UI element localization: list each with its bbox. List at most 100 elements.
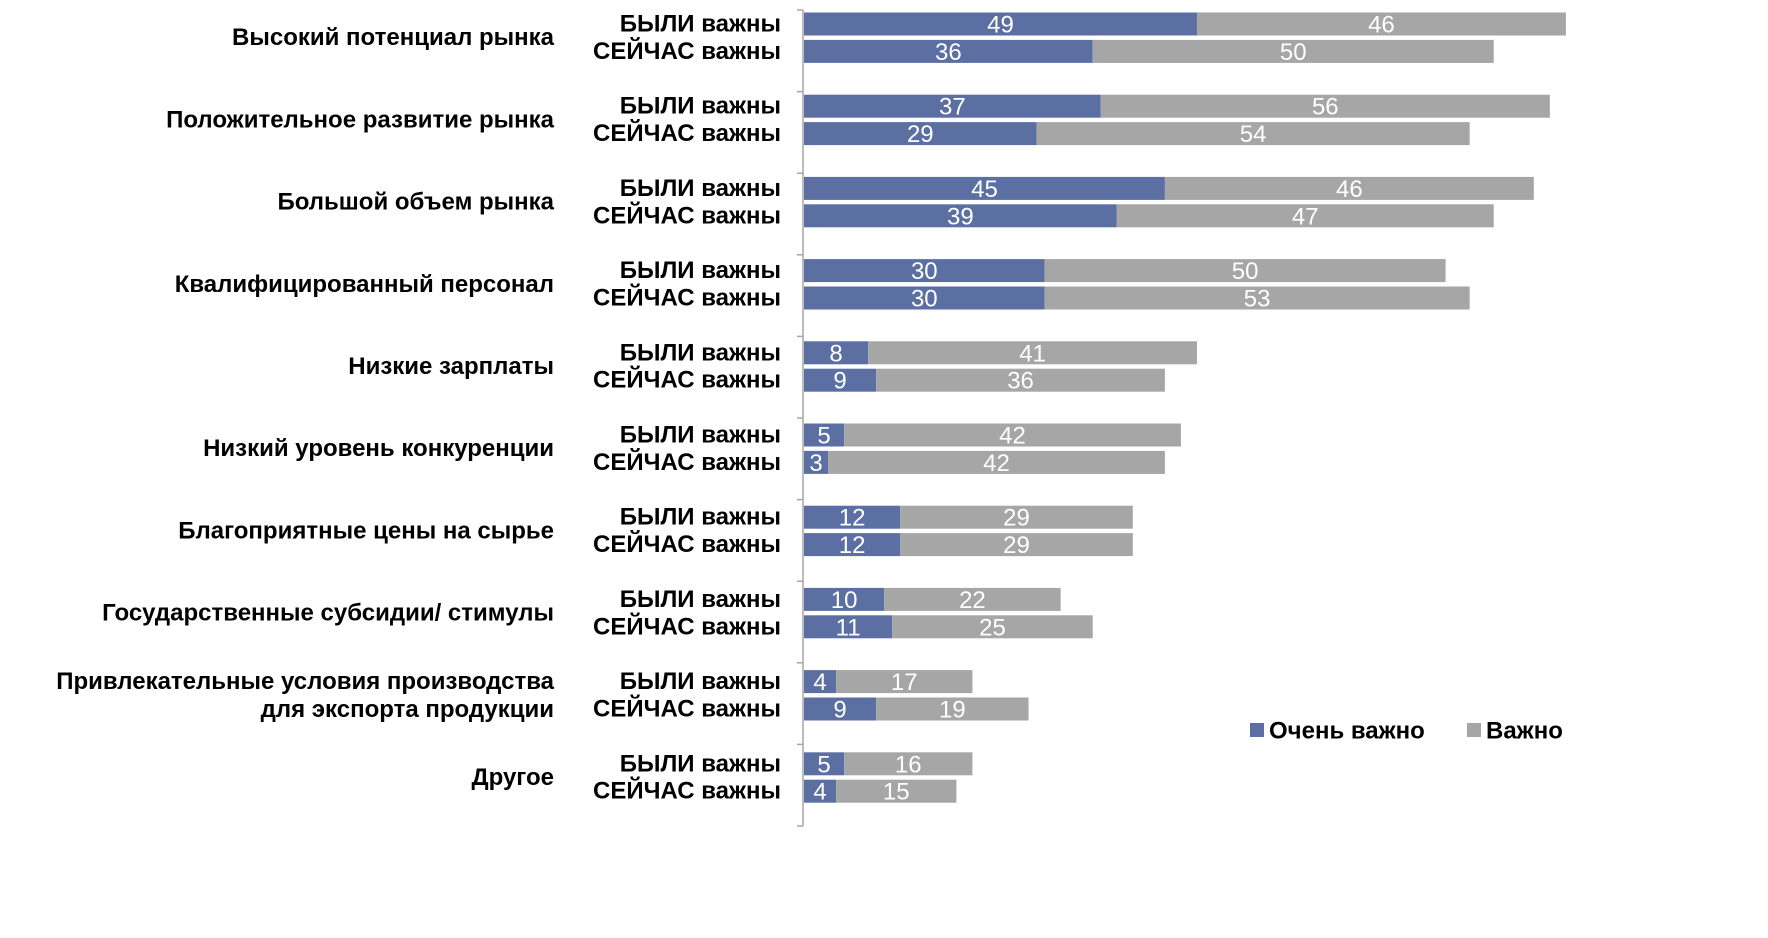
- data-label: 15: [883, 779, 910, 806]
- bar-segment-very-important: [804, 533, 901, 557]
- category-label: Большой объем рынка: [277, 189, 554, 216]
- data-label: 53: [1244, 286, 1271, 313]
- data-label: 12: [839, 532, 866, 559]
- row-label: БЫЛИ важны: [620, 11, 781, 38]
- data-label: 29: [1003, 505, 1030, 532]
- bar-segment-very-important: [804, 670, 837, 694]
- legend-label: Важно: [1486, 718, 1563, 745]
- legend-item-very-important: Очень важно: [1250, 718, 1425, 745]
- row-label: СЕЙЧАС важны: [593, 695, 781, 723]
- bar-segment-important: [828, 450, 1165, 474]
- bar-segment-important: [1100, 94, 1550, 118]
- data-label: 3: [809, 450, 822, 477]
- category-label: Государственные субсидии/ стимулы: [102, 600, 554, 627]
- data-label: 29: [1003, 532, 1030, 559]
- bar-segment-important: [836, 670, 973, 694]
- data-label: 30: [911, 258, 938, 285]
- category-label: Высокий потенциал рынка: [232, 24, 555, 51]
- data-label: 5: [817, 423, 830, 450]
- bar-segment-very-important: [804, 615, 893, 639]
- legend-swatch: [1250, 723, 1264, 737]
- legend: Очень важно Важно: [1250, 718, 1563, 745]
- data-label: 22: [959, 587, 986, 614]
- bar-segment-very-important: [804, 204, 1117, 228]
- row-label: БЫЛИ важны: [620, 257, 781, 284]
- bar-segment-very-important: [804, 368, 877, 392]
- data-label: 50: [1232, 258, 1259, 285]
- data-label: 9: [833, 697, 846, 724]
- row-label: БЫЛИ важны: [620, 668, 781, 695]
- bar-segment-very-important: [804, 423, 845, 447]
- legend-label: Очень важно: [1269, 718, 1425, 745]
- row-label: СЕЙЧАС важны: [593, 284, 781, 312]
- row-label: БЫЛИ важны: [620, 422, 781, 449]
- row-label: БЫЛИ важны: [620, 750, 781, 777]
- row-label: БЫЛИ важны: [620, 175, 781, 202]
- bar-segment-important: [900, 533, 1133, 557]
- data-label: 19: [939, 697, 966, 724]
- axis-layer: [797, 9, 804, 827]
- bar-segment-very-important: [804, 259, 1045, 283]
- data-label: 4: [813, 779, 826, 806]
- bar-segment-very-important: [804, 176, 1165, 200]
- bar-segment-important: [1044, 259, 1446, 283]
- bar-segment-important: [884, 587, 1061, 611]
- bar-segment-very-important: [804, 12, 1197, 36]
- data-label: 36: [1007, 368, 1034, 395]
- category-label: Низкий уровень конкуренции: [203, 435, 554, 462]
- data-label: 42: [983, 450, 1010, 477]
- data-label: 54: [1240, 121, 1267, 148]
- bar-segment-important: [868, 341, 1197, 365]
- data-label: 39: [947, 203, 974, 230]
- bar-segment-very-important: [804, 779, 837, 803]
- data-label: 12: [839, 505, 866, 532]
- row-label: СЕЙЧАС важны: [593, 612, 781, 640]
- row-label: СЕЙЧАС важны: [593, 37, 781, 65]
- bar-segment-very-important: [804, 286, 1045, 310]
- data-label: 56: [1312, 94, 1339, 121]
- data-label: 11: [836, 614, 861, 641]
- row-label: БЫЛИ важны: [620, 339, 781, 366]
- data-label: 8: [829, 340, 842, 367]
- bar-segment-important: [844, 752, 973, 776]
- bar-segment-very-important: [804, 505, 901, 529]
- bar-segment-very-important: [804, 697, 877, 721]
- bar-segment-important: [844, 423, 1181, 447]
- bar-segment-very-important: [804, 39, 1093, 63]
- bar-segment-important: [892, 615, 1093, 639]
- row-label: СЕЙЧАС важны: [593, 777, 781, 805]
- category-label: Привлекательные условия производства: [56, 668, 554, 695]
- data-label: 25: [979, 614, 1006, 641]
- data-label: 36: [935, 39, 962, 66]
- data-label: 47: [1292, 203, 1319, 230]
- data-label: 46: [1368, 12, 1395, 39]
- bar-segment-important: [836, 779, 957, 803]
- category-label: Низкие зарплаты: [348, 353, 554, 380]
- bar-segment-very-important: [804, 752, 845, 776]
- bar-segment-very-important: [804, 122, 1037, 146]
- row-label: СЕЙЧАС важны: [593, 530, 781, 558]
- data-label: 29: [907, 121, 934, 148]
- bar-segment-very-important: [804, 587, 885, 611]
- data-label: 16: [895, 751, 922, 778]
- data-label: 49: [987, 12, 1014, 39]
- bar-segment-important: [1036, 122, 1470, 146]
- data-label: 4: [813, 669, 826, 696]
- row-label: БЫЛИ важны: [620, 504, 781, 531]
- legend-swatch: [1467, 723, 1481, 737]
- category-label: Благоприятные цены на сырье: [178, 517, 554, 544]
- row-label: СЕЙЧАС важны: [593, 119, 781, 147]
- data-label: 5: [817, 751, 830, 778]
- bar-segment-important: [1044, 286, 1470, 310]
- row-label: СЕЙЧАС важны: [593, 366, 781, 394]
- bar-segment-important: [1164, 176, 1534, 200]
- category-label: Положительное развитие рынка: [166, 106, 555, 133]
- bar-segment-important: [1092, 39, 1494, 63]
- data-label: 37: [939, 94, 966, 121]
- data-label: 17: [891, 669, 918, 696]
- bar-segment-important: [876, 368, 1165, 392]
- bar-segment-important: [1116, 204, 1494, 228]
